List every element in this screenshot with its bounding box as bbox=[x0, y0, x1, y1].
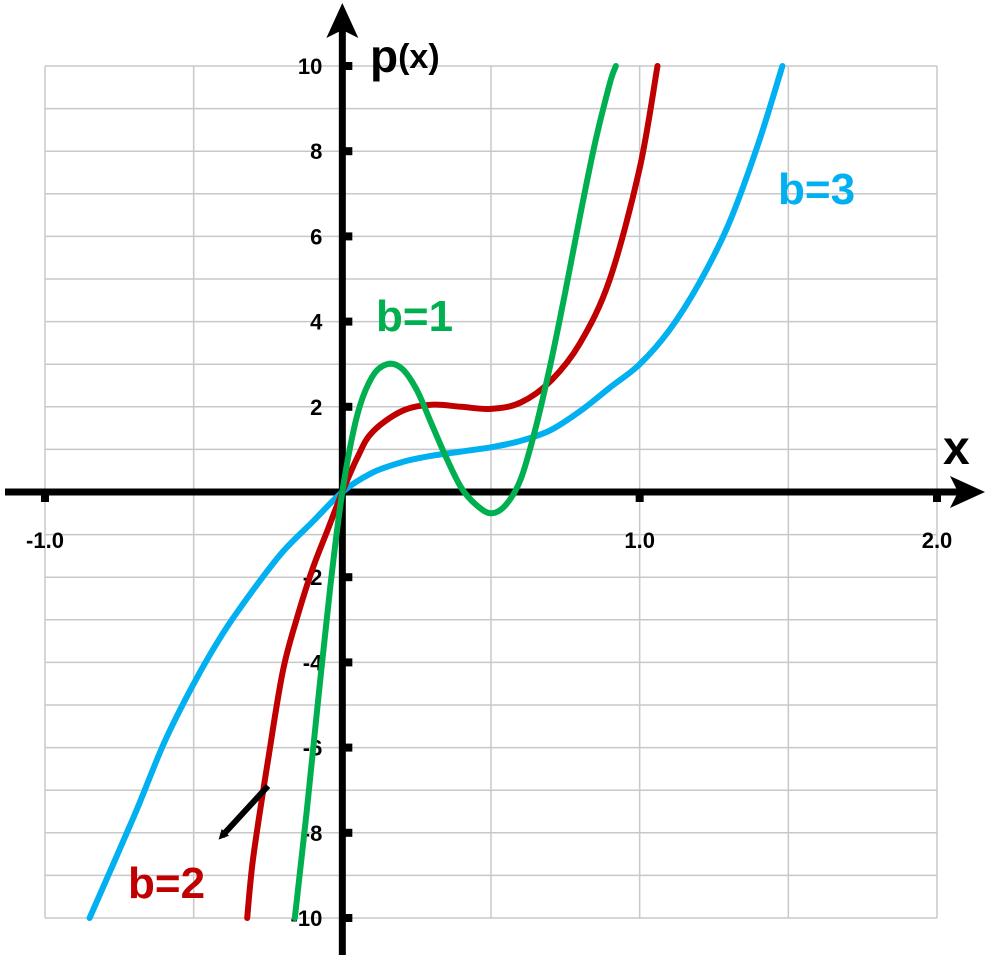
y-tick-label: 10 bbox=[298, 54, 322, 79]
x-tick-label: 2.0 bbox=[922, 528, 953, 553]
y-tick-label: 4 bbox=[310, 310, 323, 335]
y-tick-mark bbox=[340, 402, 353, 411]
series-label-b2: b=2 bbox=[128, 859, 205, 908]
y-tick-label: 2 bbox=[310, 395, 322, 420]
y-tick-label: 8 bbox=[310, 139, 322, 164]
y-tick-mark bbox=[340, 317, 353, 326]
y-tick-mark bbox=[340, 573, 353, 582]
axes bbox=[5, 3, 985, 955]
y-tick-mark bbox=[340, 743, 353, 752]
y-axis-title-main: p bbox=[370, 30, 398, 82]
y-tick-mark bbox=[340, 914, 353, 922]
y-tick-mark bbox=[340, 658, 353, 667]
x-tick-label: -1.0 bbox=[26, 528, 64, 553]
curve-b2 bbox=[244, 63, 661, 921]
x-tick-mark bbox=[635, 490, 644, 502]
series-label-b3: b=3 bbox=[778, 165, 855, 214]
x-axis-title: x bbox=[943, 422, 970, 475]
y-tick-mark bbox=[340, 232, 353, 241]
y-tick-mark bbox=[340, 62, 353, 70]
y-axis-arrow bbox=[326, 3, 359, 38]
x-axis-arrow bbox=[950, 476, 985, 508]
y-tick-label: 6 bbox=[310, 224, 322, 249]
curve-b1 bbox=[291, 63, 619, 921]
y-tick-mark bbox=[340, 147, 353, 156]
x-tick-mark bbox=[41, 490, 49, 502]
curves bbox=[86, 63, 786, 921]
y-axis-title-suffix: (x) bbox=[398, 38, 440, 76]
y-tick-mark bbox=[340, 828, 353, 837]
y-tick-label: -4 bbox=[303, 650, 323, 675]
series-label-b1: b=1 bbox=[376, 292, 453, 341]
x-tick-label: 1.0 bbox=[624, 528, 655, 553]
y-axis-title: p(x) bbox=[370, 30, 440, 82]
series-label-b2-pointer bbox=[218, 783, 271, 840]
x-tick-mark bbox=[933, 490, 941, 502]
labels: p(x) x b=3 b=1 b=2 bbox=[128, 30, 970, 908]
